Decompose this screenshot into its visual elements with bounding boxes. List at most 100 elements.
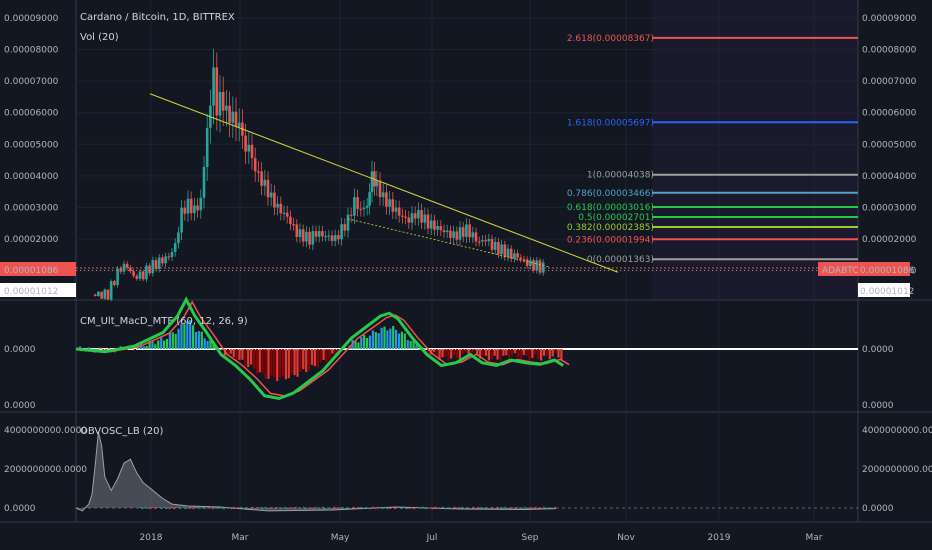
- candle-body: [145, 265, 148, 280]
- obv-tick-label-left: 4000000000.0000: [4, 426, 87, 436]
- chart-title: Cardano / Bitcoin, 1D, BITTREX: [80, 12, 235, 23]
- obv-signal-tick: [542, 506, 547, 510]
- candle-body: [452, 231, 455, 238]
- candle-body: [237, 122, 241, 128]
- macd-zero-label-left: 0.0000: [4, 345, 36, 355]
- candle-body: [349, 214, 353, 216]
- price-tick-label-right: 0.00009000: [862, 14, 917, 24]
- candle-body: [157, 257, 161, 269]
- candle-body: [458, 227, 462, 240]
- macd-histogram-bar: [189, 320, 192, 349]
- macd-histogram-bar: [241, 349, 244, 360]
- candle-body: [97, 291, 100, 296]
- candle-body: [231, 111, 235, 123]
- candle-body: [314, 231, 318, 237]
- macd-histogram-bar: [151, 341, 154, 349]
- obv-signal-tick: [139, 506, 144, 510]
- macd-histogram-bar: [186, 321, 189, 349]
- macd-histogram-bar: [99, 347, 102, 349]
- macd-histogram-bar: [522, 349, 525, 356]
- macd-histogram-bar: [447, 349, 450, 361]
- macd-histogram-bar: [438, 349, 441, 361]
- candle-body: [276, 203, 279, 208]
- candle-body: [109, 281, 113, 300]
- macd-histogram-bar: [490, 349, 493, 359]
- macd-histogram-bar: [380, 327, 383, 349]
- candle-body: [330, 235, 334, 241]
- obv-signal-tick: [264, 506, 269, 510]
- macd-histogram-bar: [154, 344, 157, 349]
- candle-body: [125, 263, 129, 268]
- candle-body: [311, 231, 315, 245]
- candle-body: [103, 289, 107, 299]
- obv-signal-tick: [178, 506, 182, 510]
- candle-body: [490, 238, 494, 250]
- time-tick-label: May: [331, 533, 350, 543]
- candle-body: [138, 271, 142, 279]
- macd-zero-label-right: 0.0000: [862, 345, 894, 355]
- obv-signal-tick: [235, 507, 240, 509]
- macd-histogram-bar: [235, 349, 238, 362]
- obv-signal-tick: [274, 506, 278, 510]
- candle-body: [186, 198, 190, 214]
- obv-signal-tick: [288, 506, 292, 510]
- symbol-badge-label: ADABTC: [822, 266, 859, 276]
- macd-histogram-bar: [545, 349, 548, 356]
- macd-histogram-bar: [345, 348, 348, 350]
- macd-histogram-bar: [247, 349, 250, 368]
- macd-histogram-bar: [197, 331, 200, 349]
- macd-histogram-bar: [403, 333, 406, 349]
- obv-signal-tick: [360, 506, 365, 510]
- candle-body: [244, 135, 247, 152]
- grid-lines: [76, 0, 858, 522]
- obv-signal-tick: [250, 506, 254, 510]
- macd-histogram-bar: [163, 340, 166, 349]
- obv-line: [75, 431, 557, 512]
- price-tick-label-left: 0.00008000: [4, 46, 59, 56]
- obv-signal-tick: [163, 506, 168, 510]
- price-tick-label-right: 0.00006000: [862, 109, 917, 119]
- time-tick-label: Nov: [617, 533, 635, 543]
- macd-histogram-bar: [557, 349, 560, 358]
- macd-histogram-bar: [299, 349, 302, 372]
- last-price-label-right: 0.00001086: [860, 266, 915, 276]
- obv-signal-tick: [149, 506, 153, 510]
- candle-body: [353, 197, 356, 216]
- macd-histogram-bar: [200, 331, 203, 349]
- candle-body: [234, 111, 238, 128]
- candle-body: [282, 212, 286, 214]
- macd-histogram-bar: [267, 349, 270, 379]
- obv-signal-tick: [480, 506, 485, 510]
- macd-histogram-bar: [540, 349, 543, 361]
- macd-histogram-bar: [284, 349, 287, 380]
- price-tick-label-left: 0.00009000: [4, 14, 59, 24]
- candle-body: [484, 240, 487, 242]
- macd-histogram-bar: [415, 344, 418, 349]
- macd-histogram-bar: [513, 349, 517, 354]
- obv-signal-tick: [490, 506, 494, 510]
- obv-signal-tick: [403, 506, 408, 510]
- obv-title: OBVOSC_LB (20): [80, 426, 164, 437]
- obv-signal-tick: [470, 506, 475, 510]
- macd-histogram-bar: [334, 349, 337, 355]
- candle-body: [212, 67, 215, 106]
- obv-signal-tick: [154, 506, 158, 510]
- macd-histogram-bar: [357, 342, 360, 349]
- obv-tick-label-left: 2000000000.0000: [4, 465, 87, 475]
- obv-signal-tick: [298, 507, 302, 509]
- macd-histogram-bar: [142, 346, 145, 349]
- candle-body: [321, 231, 324, 237]
- macd-histogram-bar: [229, 349, 232, 354]
- macd-histogram-bar: [496, 349, 499, 360]
- candle-body: [106, 289, 110, 300]
- projection-zone: [652, 0, 858, 300]
- time-tick-label: Sep: [522, 533, 539, 543]
- macd-histogram-bar: [171, 332, 174, 349]
- last-price-label-left: 0.00001086: [4, 266, 59, 276]
- candle-body: [305, 231, 308, 242]
- obv-signal-tick: [346, 507, 350, 509]
- candle-body: [228, 105, 231, 123]
- candle-body: [375, 180, 379, 187]
- candle-body: [135, 275, 139, 279]
